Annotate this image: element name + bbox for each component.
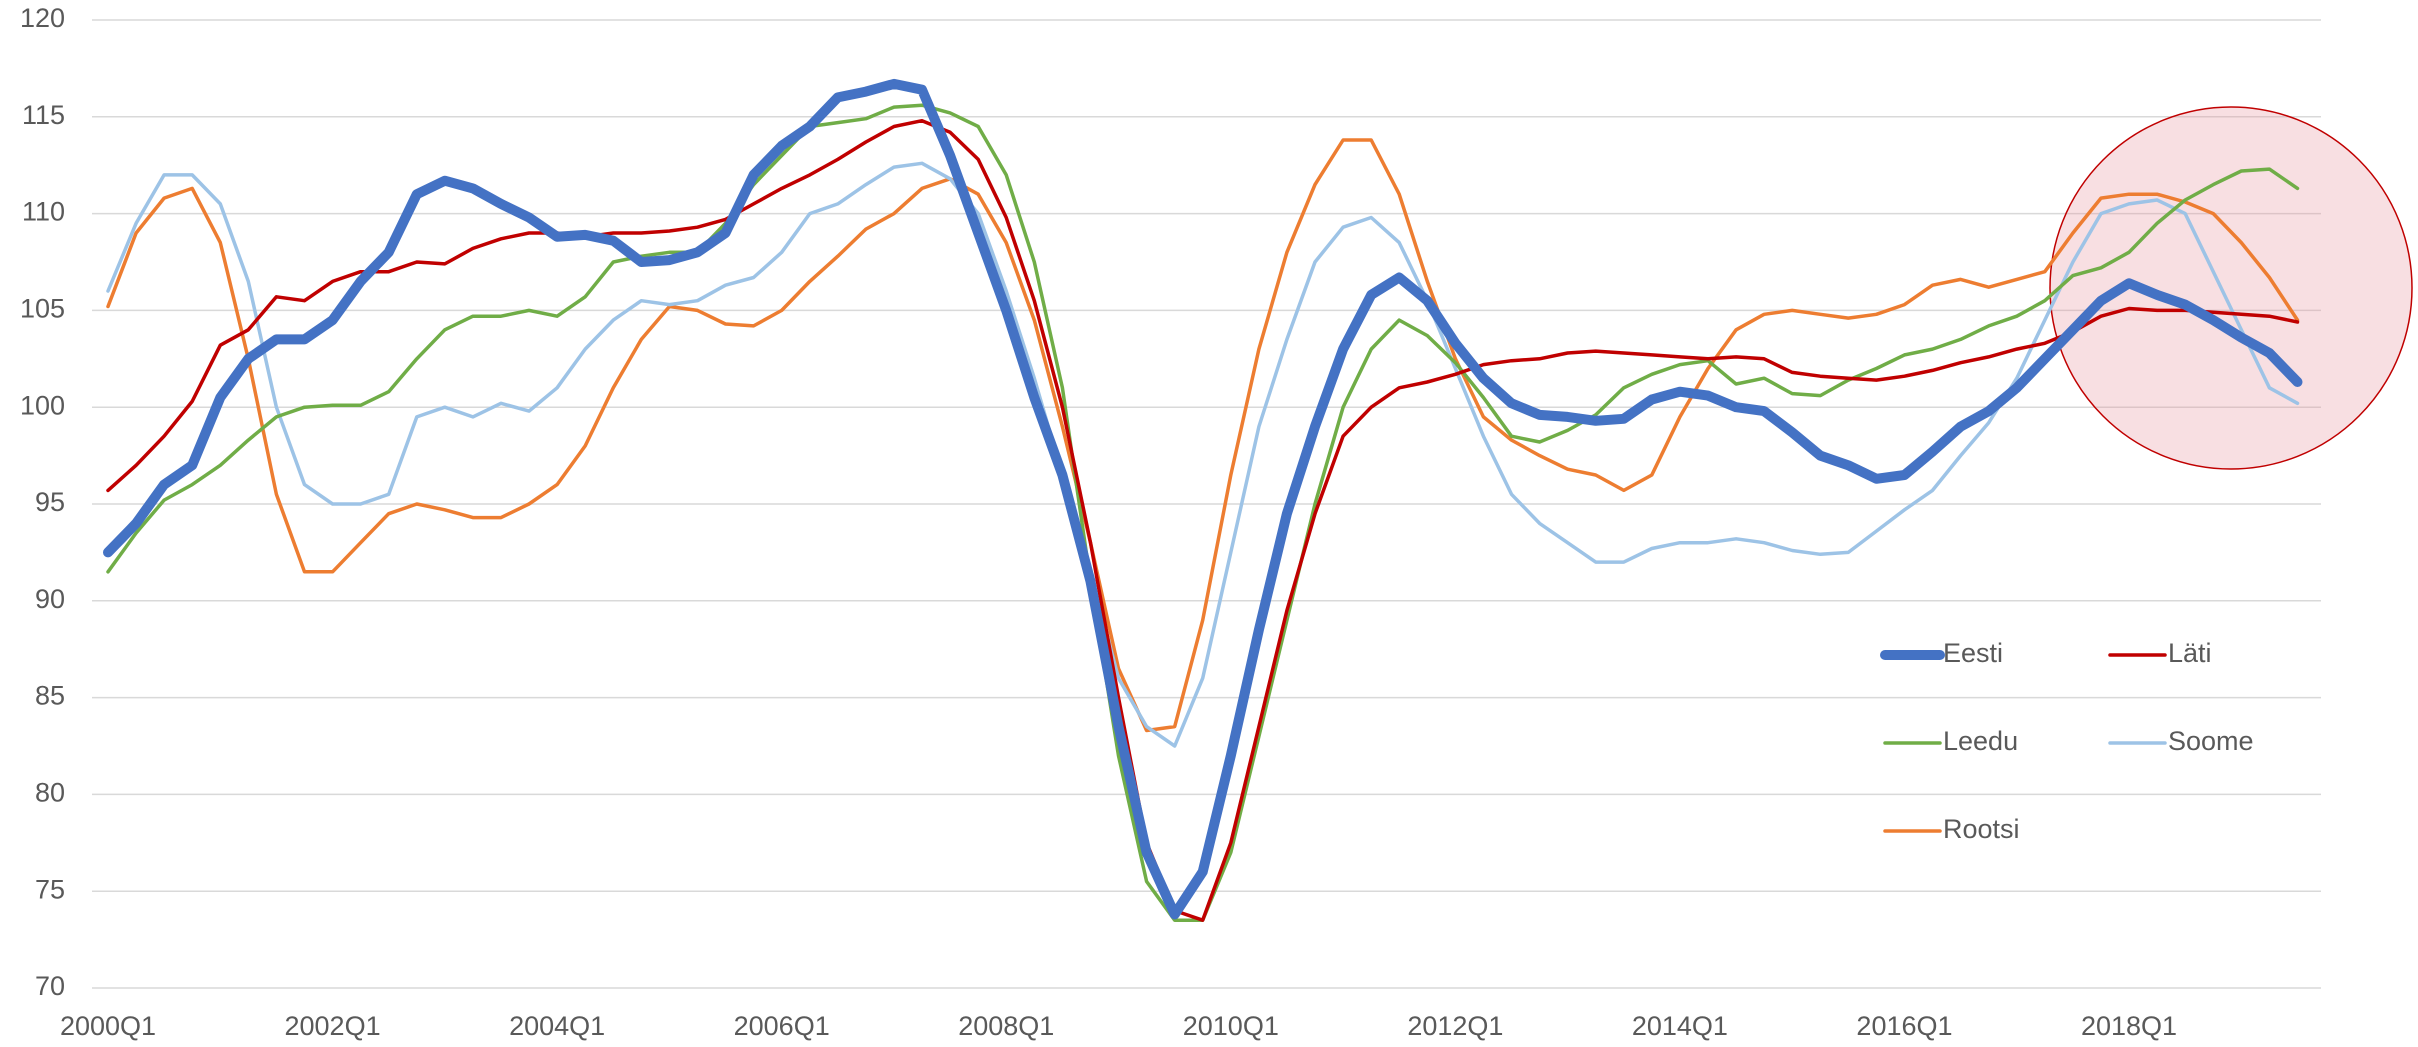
- y-tick-label: 85: [35, 681, 65, 711]
- x-tick-label: 2012Q1: [1407, 1011, 1503, 1041]
- x-tick-label: 2002Q1: [285, 1011, 381, 1041]
- x-tick-label: 2008Q1: [958, 1011, 1054, 1041]
- legend-label: Soome: [2168, 726, 2254, 756]
- y-tick-label: 100: [20, 390, 65, 420]
- x-tick-label: 2006Q1: [734, 1011, 830, 1041]
- x-tick-label: 2000Q1: [60, 1011, 156, 1041]
- series-line: [106, 118, 2300, 922]
- legend: Eesti Läti Leedu Soome Rootsi: [1880, 638, 2254, 844]
- y-tick-label: 95: [35, 487, 65, 517]
- legend-label: Läti: [2168, 638, 2212, 668]
- y-tick-label: 80: [35, 778, 65, 808]
- y-tick-label: 110: [22, 197, 65, 227]
- y-tick-label: 120: [20, 3, 65, 33]
- series-line: [106, 138, 2300, 733]
- x-tick-label: 2018Q1: [2081, 1011, 2177, 1041]
- series-line: [103, 78, 2303, 920]
- highlight-circle: [2049, 106, 2413, 470]
- legend-label: Rootsi: [1943, 814, 2020, 844]
- y-tick-label: 75: [35, 874, 65, 904]
- x-tick-label: 2004Q1: [509, 1011, 605, 1041]
- x-tick-label: 2014Q1: [1632, 1011, 1728, 1041]
- series-line: [106, 103, 2300, 922]
- legend-label: Leedu: [1943, 726, 2018, 756]
- lines: [103, 78, 2303, 922]
- y-tick-label: 70: [35, 971, 65, 1001]
- y-tick-label: 90: [35, 584, 65, 614]
- x-tick-label: 2016Q1: [1856, 1011, 1952, 1041]
- series-line: [106, 161, 2300, 748]
- legend-label: Eesti: [1943, 638, 2003, 668]
- y-tick-label: 115: [22, 100, 65, 130]
- y-tick-label: 105: [20, 294, 65, 324]
- grid: 70 75 80 85 90 95 100 105 110 115 120 2000Q1 2002Q1 2…: [20, 3, 2321, 1041]
- x-tick-label: 2010Q1: [1183, 1011, 1279, 1041]
